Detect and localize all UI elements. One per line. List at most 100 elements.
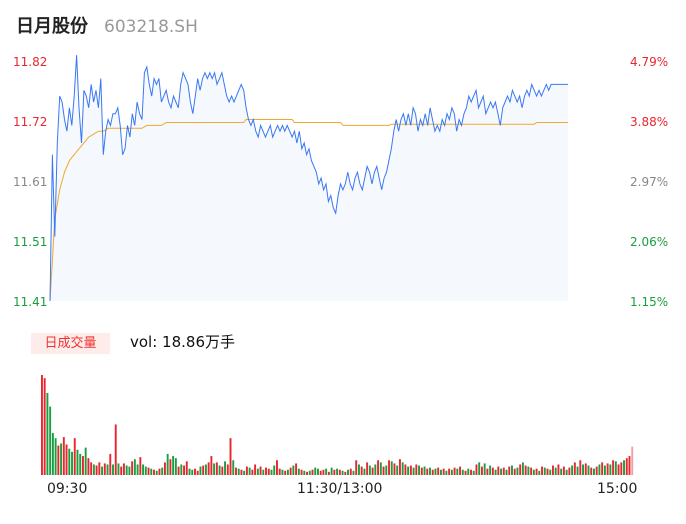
volume-bar [423, 466, 426, 475]
volume-bar [584, 463, 587, 475]
volume-bar [101, 466, 104, 475]
volume-bar [122, 463, 125, 475]
volume-bar [259, 466, 262, 475]
volume-bar [166, 453, 169, 475]
volume-bar [49, 406, 52, 475]
volume-bar [92, 464, 95, 475]
volume-bar [552, 465, 554, 475]
volume-bar [347, 469, 349, 475]
volume-bar [314, 467, 317, 475]
volume-bar [535, 468, 538, 475]
volume-bar [497, 466, 500, 475]
volume-bar [543, 467, 546, 475]
volume-bar [292, 465, 295, 475]
volume-bar [549, 469, 552, 475]
volume-bar [439, 469, 442, 475]
change-tick-label: 3.88% [630, 115, 669, 129]
volume-bar [598, 464, 601, 475]
volume-bar [262, 469, 265, 475]
volume-bar [172, 456, 175, 475]
volume-bar [330, 467, 333, 475]
volume-bar [147, 467, 150, 475]
volume-bar [185, 461, 188, 475]
volume-bar [169, 459, 172, 475]
volume-bar [538, 470, 541, 475]
volume-bar [235, 467, 237, 475]
volume-bar [429, 467, 431, 475]
volume-bar [128, 466, 131, 475]
volume-bar [161, 467, 164, 475]
volume-bar [620, 462, 623, 475]
volume-bar [188, 468, 191, 475]
volume-bar [617, 464, 620, 475]
volume-bar [352, 470, 355, 475]
volume-bar [513, 468, 516, 475]
volume-bar [489, 465, 492, 475]
volume-bar [426, 468, 429, 475]
volume-bar [579, 460, 582, 475]
volume-bar [54, 438, 57, 475]
volume-bar [456, 468, 459, 475]
time-tick-label: 11:30/13:00 [297, 481, 383, 497]
stock-name: 日月股份 [16, 16, 88, 37]
volume-bar [420, 467, 423, 475]
volume-bar [398, 459, 401, 475]
volume-bar [237, 468, 240, 475]
volume-bar [521, 462, 524, 475]
volume-bar [431, 469, 434, 475]
volume-bar [81, 456, 84, 475]
volume-bar [297, 468, 300, 475]
volume-bar [609, 464, 612, 475]
volume-bar [103, 463, 106, 475]
volume-bar [245, 466, 248, 475]
volume-readout: vol: 18.86万手 [130, 333, 235, 351]
volume-bar [450, 469, 453, 475]
volume-bar [87, 458, 90, 475]
volume-bar [472, 470, 475, 475]
volume-bar [530, 467, 533, 475]
volume-bar [136, 464, 139, 475]
volume-bar [341, 470, 344, 475]
change-tick-label: 2.06% [630, 235, 669, 249]
volume-bar [505, 469, 508, 475]
volume-bar [554, 467, 557, 475]
volume-bar [51, 432, 54, 475]
price-tick-label: 11.51 [13, 235, 48, 249]
volume-bar [180, 464, 183, 475]
volume-bar [144, 466, 147, 475]
volume-bar [311, 469, 314, 475]
volume-bar [308, 470, 311, 475]
volume-bar [371, 467, 374, 475]
volume-bar [582, 464, 584, 475]
volume-bar [120, 466, 123, 475]
volume-bar [491, 467, 494, 475]
volume-bar [368, 465, 371, 475]
volume-bar [322, 469, 325, 475]
volume-bar [560, 468, 563, 475]
time-tick-label: 15:00 [597, 481, 638, 497]
volume-bar [218, 465, 221, 475]
price-tick-label: 11.41 [13, 295, 48, 309]
volume-bar [278, 468, 281, 475]
volume-bar [158, 468, 161, 475]
volume-bar [519, 464, 522, 475]
volume-bar [139, 457, 142, 475]
volume-bar [73, 438, 76, 475]
volume-tab[interactable]: 日成交量 [31, 333, 110, 354]
volume-bar [524, 465, 527, 475]
volume-bar [628, 456, 631, 475]
volume-bar [183, 465, 186, 475]
volume-bar [363, 468, 366, 475]
volume-bar [483, 463, 486, 475]
volume-bar [418, 465, 421, 475]
volume-bar [117, 463, 120, 475]
volume-bar [243, 470, 246, 475]
volume-bar [177, 466, 180, 475]
change-tick-label: 1.15% [630, 295, 669, 309]
volume-bar [480, 466, 483, 475]
change-tick-label: 2.97% [630, 175, 669, 189]
volume-bar [57, 445, 60, 475]
volume-bar [229, 438, 232, 475]
volume-bar [79, 453, 82, 475]
volume-bar [276, 460, 278, 475]
